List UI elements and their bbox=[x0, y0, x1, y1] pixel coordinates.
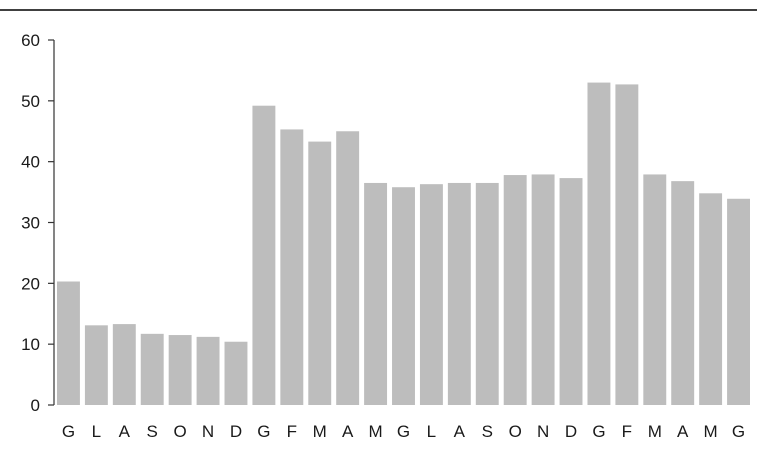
bar bbox=[308, 141, 332, 405]
bar bbox=[57, 281, 80, 405]
y-tick-label: 0 bbox=[31, 396, 40, 415]
y-tick-label: 30 bbox=[21, 214, 40, 233]
bar bbox=[84, 325, 108, 405]
bar bbox=[224, 341, 248, 405]
bar bbox=[587, 82, 611, 405]
x-category-label: N bbox=[537, 422, 549, 441]
y-tick-label: 10 bbox=[21, 335, 40, 354]
bar bbox=[475, 182, 499, 405]
y-tick-label: 40 bbox=[21, 153, 40, 172]
bar bbox=[615, 84, 639, 406]
x-category-label: S bbox=[482, 422, 493, 441]
x-category-label: A bbox=[119, 422, 131, 441]
y-axis: 0 10 20 30 40 50 60 bbox=[21, 31, 55, 415]
x-category-label: L bbox=[92, 422, 101, 441]
x-category-label: A bbox=[677, 422, 689, 441]
x-category-label: A bbox=[342, 422, 354, 441]
x-category-label: D bbox=[230, 422, 242, 441]
bar bbox=[168, 335, 192, 405]
x-category-label: G bbox=[732, 422, 745, 441]
x-category-label: G bbox=[257, 422, 270, 441]
bar bbox=[643, 174, 667, 405]
bar bbox=[503, 175, 527, 405]
bar bbox=[112, 324, 136, 405]
x-category-label: G bbox=[62, 422, 75, 441]
bar bbox=[559, 178, 583, 405]
x-category-label: M bbox=[704, 422, 718, 441]
y-tick-label: 50 bbox=[21, 92, 40, 111]
x-category-label: M bbox=[368, 422, 382, 441]
x-category-label: G bbox=[592, 422, 605, 441]
x-category-label: M bbox=[648, 422, 662, 441]
y-tick-label: 60 bbox=[21, 31, 40, 50]
bar bbox=[699, 193, 723, 405]
bar bbox=[447, 182, 471, 405]
x-category-label: A bbox=[454, 422, 466, 441]
bars bbox=[57, 82, 750, 406]
x-category-label: O bbox=[174, 422, 187, 441]
x-category-label: L bbox=[427, 422, 436, 441]
bar bbox=[364, 182, 388, 405]
bar bbox=[392, 187, 415, 405]
bar bbox=[419, 184, 443, 405]
x-category-label: D bbox=[565, 422, 577, 441]
x-category-label: G bbox=[397, 422, 410, 441]
x-category-label: M bbox=[313, 422, 327, 441]
bar bbox=[671, 181, 695, 405]
bar bbox=[140, 333, 164, 405]
x-category-label: F bbox=[622, 422, 632, 441]
bar bbox=[336, 131, 360, 405]
x-category-label: O bbox=[509, 422, 522, 441]
bar bbox=[727, 198, 750, 405]
x-category-label: S bbox=[147, 422, 158, 441]
bar bbox=[252, 105, 276, 405]
x-category-label: N bbox=[202, 422, 214, 441]
bar bbox=[196, 336, 220, 405]
y-tick-label: 20 bbox=[21, 274, 40, 293]
x-category-label: F bbox=[287, 422, 297, 441]
bar bbox=[531, 174, 555, 405]
bar bbox=[280, 129, 304, 406]
